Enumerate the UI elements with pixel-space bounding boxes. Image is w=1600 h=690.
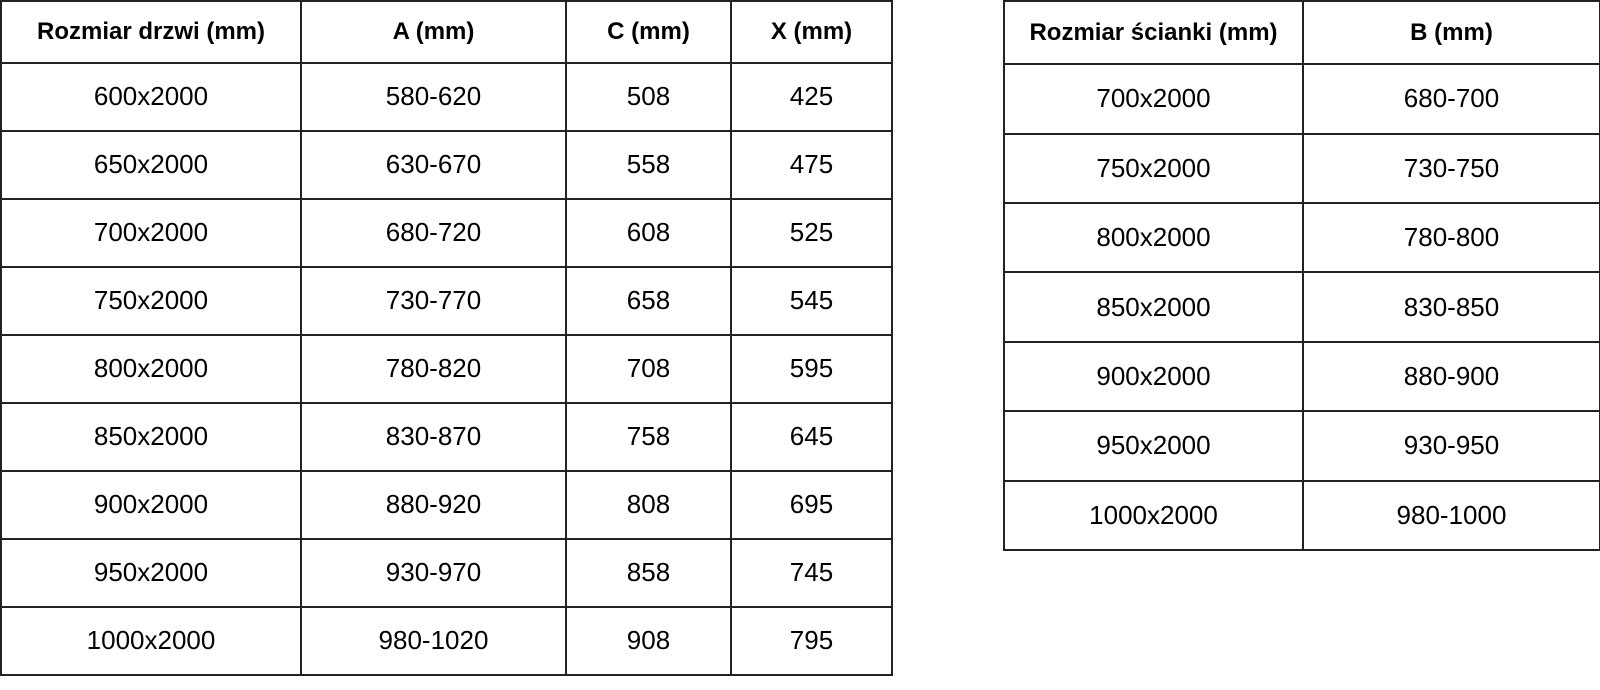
table-cell: 880-920 [300, 469, 567, 540]
wall-size-table: Rozmiar ścianki (mm) B (mm) 700x2000 680-70… [1003, 0, 1600, 552]
table-cell: 695 [730, 469, 893, 540]
table-row: 850x2000 830-850 [1003, 271, 1600, 343]
table-cell: 1000x2000 [1003, 479, 1304, 552]
table-cell: 980-1020 [300, 605, 567, 677]
table-row: 850x2000 830-870 758 645 [0, 401, 893, 472]
table-cell: 795 [730, 605, 893, 677]
column-header: X (mm) [730, 0, 893, 64]
table-cell: 508 [565, 61, 732, 132]
table-cell: 600x2000 [0, 61, 302, 132]
table-row: 1000x2000 980-1000 [1003, 479, 1600, 552]
table-row: 950x2000 930-950 [1003, 410, 1600, 482]
table-cell: 1000x2000 [0, 605, 302, 677]
table-cell: 750x2000 [1003, 132, 1304, 204]
table-cell: 950x2000 [0, 537, 302, 608]
table-cell: 700x2000 [0, 197, 302, 268]
table-row: 700x2000 680-720 608 525 [0, 197, 893, 268]
header-row: Rozmiar ścianki (mm) B (mm) [1003, 0, 1600, 66]
table-cell: 730-750 [1302, 132, 1600, 204]
table-cell: 580-620 [300, 61, 567, 132]
table-cell: 950x2000 [1003, 410, 1304, 482]
table-cell: 930-970 [300, 537, 567, 608]
door-size-table: Rozmiar drzwi (mm) A (mm) C (mm) X (mm) 600x… [0, 0, 893, 677]
table-cell: 900x2000 [0, 469, 302, 540]
table-row: 1000x2000 980-1020 908 795 [0, 605, 893, 677]
table-cell: 730-770 [300, 265, 567, 336]
table-cell: 880-900 [1302, 340, 1600, 413]
table-cell: 525 [730, 197, 893, 268]
table-cell: 858 [565, 537, 732, 608]
table-row: 700x2000 680-700 [1003, 63, 1600, 135]
table-cell: 650x2000 [0, 129, 302, 200]
table-cell: 850x2000 [0, 401, 302, 472]
column-header: B (mm) [1302, 0, 1600, 66]
table-cell: 900x2000 [1003, 340, 1304, 413]
table-cell: 758 [565, 401, 732, 472]
table-row: 600x2000 580-620 508 425 [0, 61, 893, 132]
table-cell: 558 [565, 129, 732, 200]
table-cell: 808 [565, 469, 732, 540]
table-cell: 645 [730, 401, 893, 472]
table-cell: 830-850 [1302, 271, 1600, 343]
table-cell: 680-720 [300, 197, 567, 268]
table-cell: 800x2000 [1003, 201, 1304, 274]
table-cell: 595 [730, 333, 893, 404]
table-cell: 980-1000 [1302, 479, 1600, 552]
table-cell: 908 [565, 605, 732, 677]
table-row: 750x2000 730-770 658 545 [0, 265, 893, 336]
table-cell: 630-670 [300, 129, 567, 200]
table-cell: 658 [565, 265, 732, 336]
table-row: 650x2000 630-670 558 475 [0, 129, 893, 200]
table-row: 950x2000 930-970 858 745 [0, 537, 893, 608]
column-header: Rozmiar ścianki (mm) [1003, 0, 1304, 66]
table-cell: 545 [730, 265, 893, 336]
table-row: 800x2000 780-800 [1003, 201, 1600, 274]
table-cell: 930-950 [1302, 410, 1600, 482]
column-header: Rozmiar drzwi (mm) [0, 0, 302, 64]
column-header: A (mm) [300, 0, 567, 64]
table-cell: 780-800 [1302, 201, 1600, 274]
table-row: 800x2000 780-820 708 595 [0, 333, 893, 404]
header-row: Rozmiar drzwi (mm) A (mm) C (mm) X (mm) [0, 0, 893, 64]
table-cell: 830-870 [300, 401, 567, 472]
column-header: C (mm) [565, 0, 732, 64]
table-cell: 425 [730, 61, 893, 132]
table-row: 750x2000 730-750 [1003, 132, 1600, 204]
table-cell: 850x2000 [1003, 271, 1304, 343]
table-cell: 680-700 [1302, 63, 1600, 135]
table-cell: 608 [565, 197, 732, 268]
table-row: 900x2000 880-920 808 695 [0, 469, 893, 540]
table-cell: 750x2000 [0, 265, 302, 336]
table-cell: 708 [565, 333, 732, 404]
table-row: 900x2000 880-900 [1003, 340, 1600, 413]
table-cell: 800x2000 [0, 333, 302, 404]
table-cell: 700x2000 [1003, 63, 1304, 135]
table-cell: 745 [730, 537, 893, 608]
table-cell: 780-820 [300, 333, 567, 404]
table-cell: 475 [730, 129, 893, 200]
